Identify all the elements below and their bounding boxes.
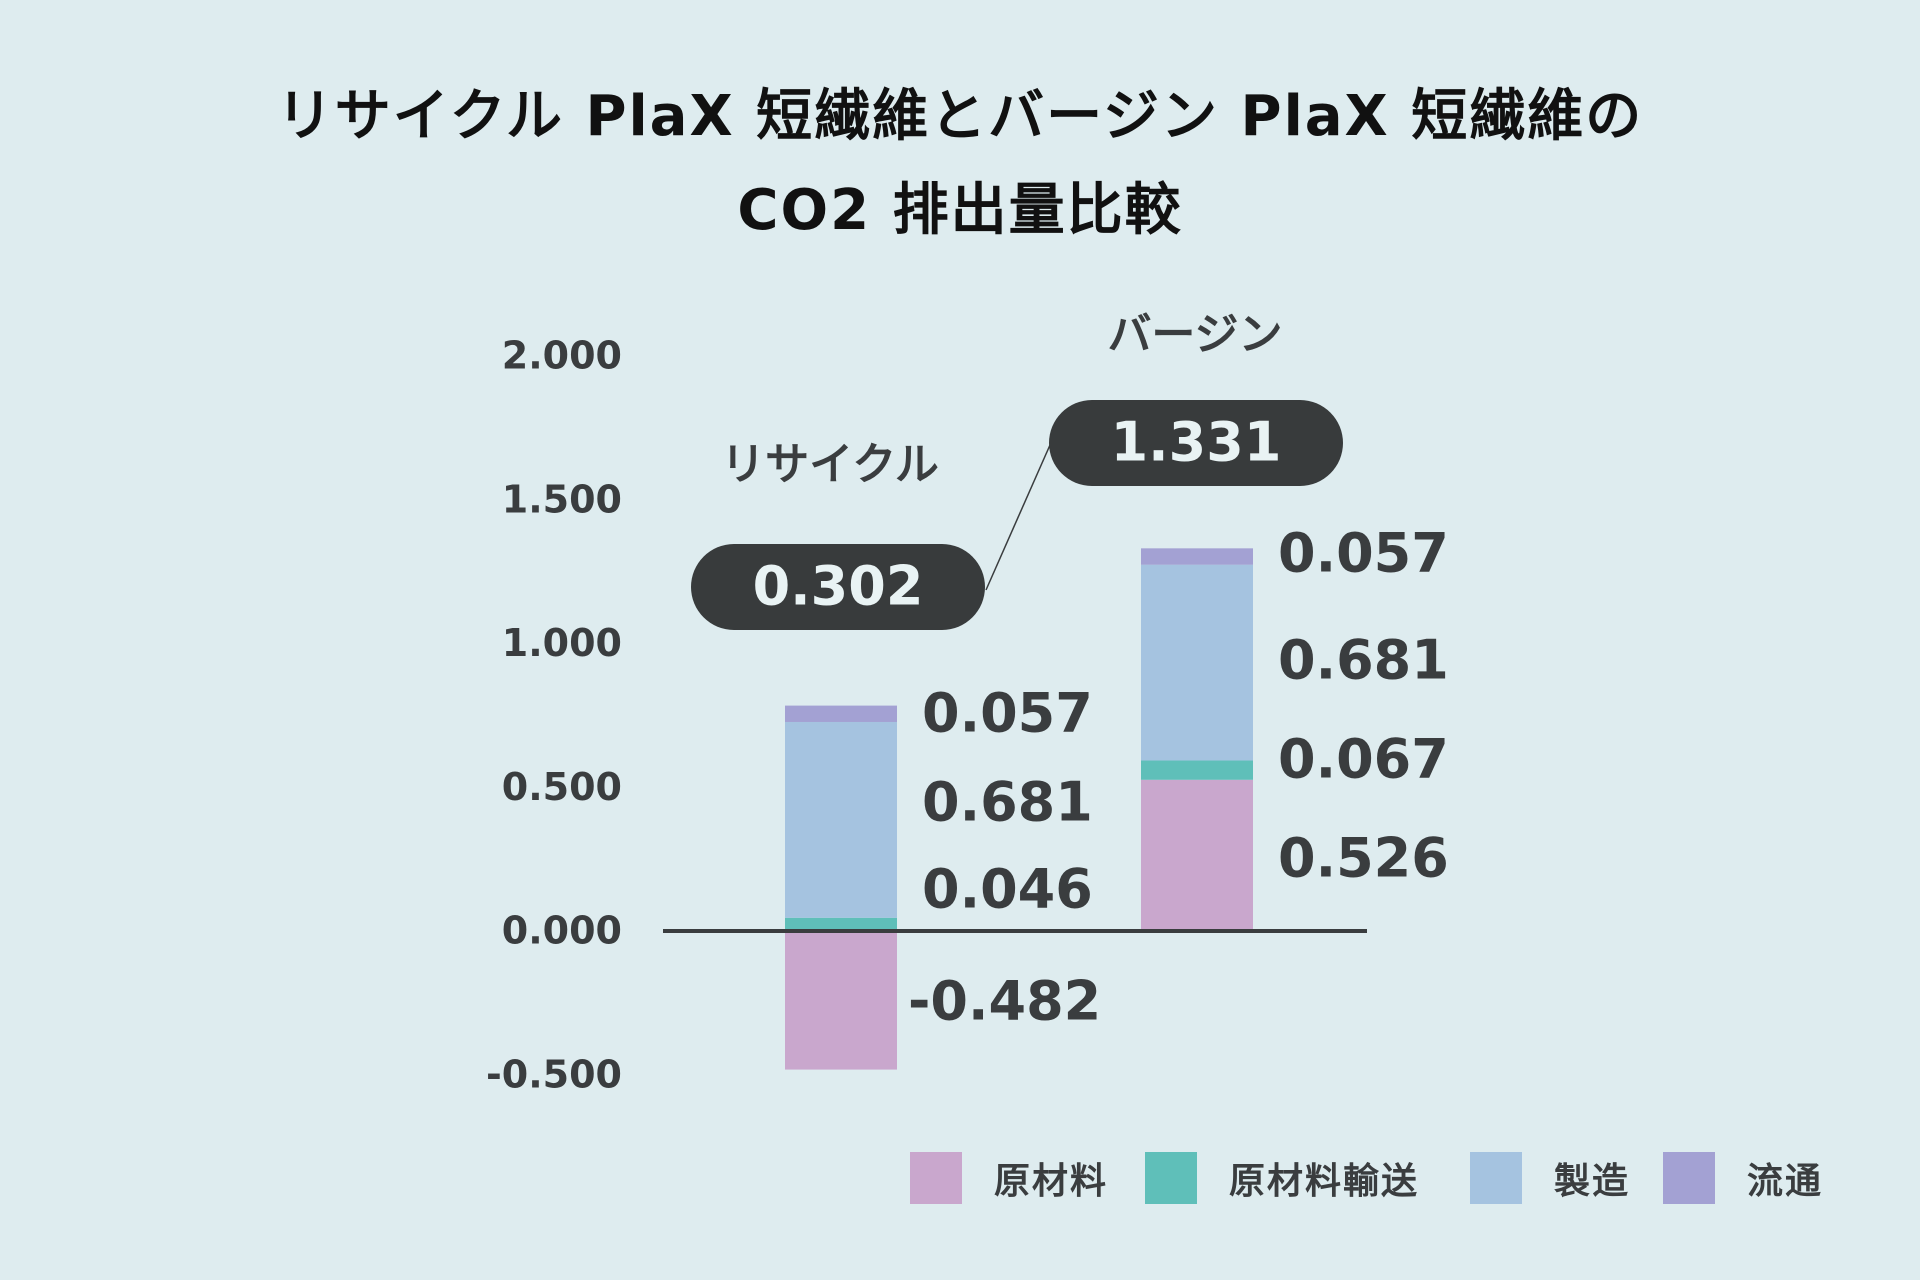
legend-swatch-raw-material-transport [1145,1152,1197,1204]
y-tick-label: 1.500 [502,477,622,521]
connector-line [985,444,1051,591]
category-label: バージン [1107,309,1282,360]
y-tick-label: -0.500 [486,1052,622,1096]
segment-value-label: 0.681 [1278,629,1449,692]
segment-value-label: -0.482 [908,970,1101,1033]
y-tick-label: 0.000 [502,909,622,953]
category-label: リサイクル [721,439,939,490]
segment-value-label: 0.681 [922,771,1093,834]
legend-swatch-distribution [1663,1152,1715,1204]
legend-item-manufacturing: 製造 [1470,1150,1630,1206]
legend-label-distribution: 流通 [1747,1161,1824,1202]
chart-title-line-2: CO2 排出量比較 [737,178,1183,243]
total-bubble [691,544,985,630]
bar-segment [785,917,897,931]
legend-label-raw-material: 原材料 [994,1161,1109,1202]
segment-value-label: 0.067 [1278,728,1449,791]
legend-item-raw-material: 原材料 [910,1150,1108,1206]
legend: 原材料 原材料輸送 製造 流通 [0,1150,1920,1206]
legend-swatch-manufacturing [1470,1152,1522,1204]
chart-title-line-1: リサイクル PlaX 短繊維とバージン PlaX 短繊維の [276,84,1644,149]
segment-value-label: 0.057 [1278,522,1449,585]
bar-segment [785,931,897,1070]
legend-item-distribution: 流通 [1663,1150,1823,1206]
y-tick-label: 0.500 [502,765,622,809]
segment-value-label: 0.046 [922,858,1093,921]
bar-segment [785,721,897,918]
bar-segment [1141,760,1253,780]
bar-segment [1141,548,1253,565]
bar-segment [785,705,897,722]
legend-swatch-raw-material [910,1152,962,1204]
legend-label-raw-material-transport: 原材料輸送 [1229,1161,1420,1202]
segment-value-label: 0.526 [1278,827,1449,890]
y-tick-label: 1.000 [502,621,622,665]
y-tick-label: 2.000 [502,334,622,378]
legend-label-manufacturing: 製造 [1554,1161,1631,1202]
total-value-label: 0.302 [753,555,924,618]
chart-title: リサイクル PlaX 短繊維とバージン PlaX 短繊維の CO2 排出量比較 [0,70,1920,258]
legend-item-raw-material-transport: 原材料輸送 [1145,1150,1419,1206]
segment-value-label: 0.057 [922,682,1093,745]
bar-segment [1141,779,1253,931]
total-value-label: 1.331 [1111,411,1282,474]
total-bubble [1049,400,1343,486]
bar-segment [1141,564,1253,761]
